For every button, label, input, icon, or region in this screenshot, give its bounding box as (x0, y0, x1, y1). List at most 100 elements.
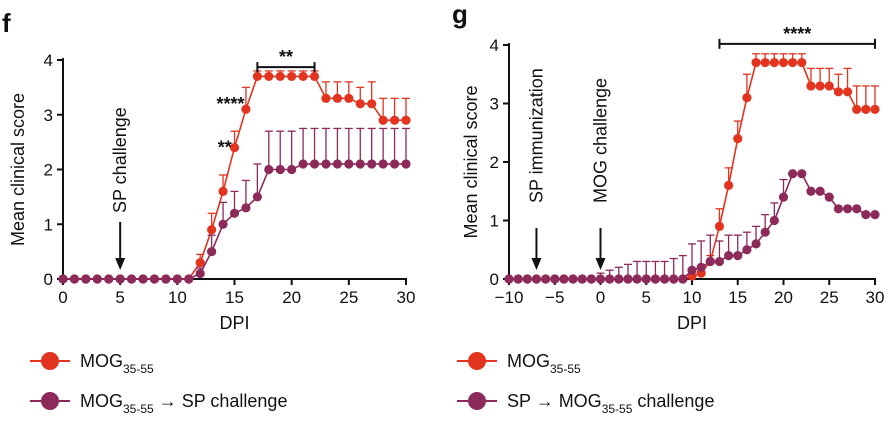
data-point (389, 115, 400, 125)
data-point (355, 99, 365, 109)
data-point (659, 274, 670, 284)
data-point (842, 204, 853, 214)
legend-item: MOG35-55 → SP challenge (30, 391, 287, 416)
data-point (531, 274, 542, 284)
x-tick-label: 15 (728, 288, 747, 307)
data-point (650, 274, 661, 284)
data-point (321, 159, 331, 169)
data-point (115, 274, 125, 284)
data-point (870, 104, 880, 114)
data-point (344, 93, 354, 103)
data-point (559, 274, 569, 284)
data-point (861, 104, 871, 114)
data-point (332, 93, 342, 103)
data-point (513, 274, 523, 284)
y-tick-label: 3 (44, 106, 53, 125)
data-point (69, 274, 80, 284)
panel-letter: g (452, 0, 468, 29)
data-point (138, 274, 148, 284)
data-point (344, 159, 354, 169)
data-point (641, 274, 651, 284)
data-point (861, 210, 871, 220)
data-point (724, 251, 734, 261)
x-tick-label: 25 (339, 288, 358, 307)
significance-stars: ** (279, 47, 293, 67)
y-tick-label: 1 (44, 215, 53, 234)
x-tick-label: 0 (58, 288, 67, 307)
data-point (751, 57, 761, 68)
data-point (714, 256, 725, 267)
legend-item: MOG35-55 (457, 351, 581, 376)
x-tick-label: 5 (115, 288, 124, 307)
y-axis-title: Mean clinical score (461, 85, 481, 238)
data-point (229, 143, 240, 153)
data-point (797, 57, 807, 68)
data-point (275, 71, 285, 82)
x-tick-label: −5 (545, 288, 564, 307)
data-point (104, 274, 114, 284)
data-point (751, 239, 761, 249)
data-point (852, 104, 862, 114)
legend-label: SP → MOG35-55 challenge (507, 391, 714, 416)
data-point (815, 81, 825, 91)
data-point (321, 93, 331, 103)
x-tick-label: 25 (820, 288, 839, 307)
data-point (788, 169, 798, 179)
x-tick-label: 10 (683, 288, 702, 307)
data-point (522, 274, 532, 284)
x-tick-label: 0 (596, 288, 605, 307)
x-tick-label: −10 (495, 288, 524, 307)
y-tick-label: 3 (490, 95, 499, 114)
data-point (824, 192, 834, 202)
data-point (568, 274, 578, 284)
data-point (309, 71, 320, 82)
series-1 (58, 127, 411, 284)
y-tick-label: 0 (490, 270, 499, 289)
legend-label: MOG35-55 (80, 351, 154, 376)
data-point (806, 81, 816, 91)
data-point (92, 274, 102, 284)
data-point (229, 208, 240, 218)
y-tick-label: 4 (490, 36, 499, 55)
data-point (769, 215, 779, 226)
legend-marker (41, 392, 59, 410)
data-point (806, 186, 816, 196)
data-point (81, 274, 91, 284)
panel-letter: f (2, 8, 11, 38)
x-axis-title: DPI (219, 313, 249, 333)
x-tick-label: 20 (282, 288, 301, 307)
legend-marker (468, 392, 486, 410)
data-point (161, 274, 171, 284)
data-point (207, 225, 217, 235)
data-point (241, 203, 251, 213)
data-point (550, 274, 560, 284)
data-point (541, 274, 551, 284)
data-point (309, 159, 320, 169)
data-point (127, 274, 137, 284)
x-tick-label: 10 (168, 288, 187, 307)
data-point (241, 104, 251, 114)
data-point (58, 274, 68, 284)
x-tick-label: 5 (642, 288, 651, 307)
data-point (367, 99, 377, 109)
data-point (733, 251, 743, 261)
legend-marker (468, 352, 486, 370)
data-point (632, 274, 642, 284)
data-point (264, 71, 274, 82)
data-point (760, 227, 770, 237)
data-point (504, 274, 514, 284)
data-point (195, 268, 205, 279)
data-point (733, 134, 743, 144)
legend-label: MOG35-55 (507, 351, 581, 376)
data-point (367, 159, 377, 169)
data-point (669, 274, 679, 284)
annotation-label: SP immunization (526, 68, 546, 203)
data-point (595, 274, 606, 284)
panel-g: g 0 1 2 3 4 −10 −5 0 5 10 15 20 25 30 DPI Mean clinical … (452, 0, 884, 416)
data-point (833, 87, 844, 97)
x-tick-label: 15 (225, 288, 244, 307)
data-point (184, 274, 194, 284)
x-tick-label: 30 (866, 288, 885, 307)
data-point (833, 204, 844, 214)
